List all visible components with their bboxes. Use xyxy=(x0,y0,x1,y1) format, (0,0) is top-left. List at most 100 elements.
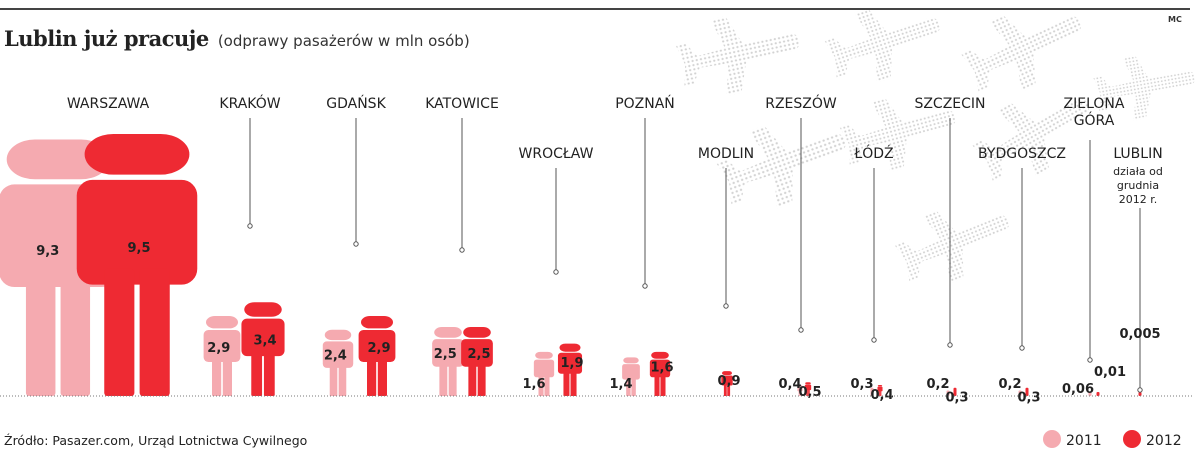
legend: 2011 2012 xyxy=(1040,428,1190,452)
figure-2012-poznan xyxy=(649,351,671,396)
city-label-lodz: ŁÓDŹ xyxy=(853,144,893,162)
legend-swatch-2011 xyxy=(1043,430,1061,448)
figure-2012-katowice xyxy=(461,327,493,396)
leader-dot-katowice xyxy=(459,247,465,253)
background-planes xyxy=(675,8,1196,284)
legend-label-2012: 2012 xyxy=(1146,433,1182,449)
top-rule xyxy=(0,8,1190,10)
figure-2012-lublin xyxy=(1138,392,1142,396)
value-label-2012-szczecin: 0,3 xyxy=(945,391,968,406)
lublin-note: grudnia xyxy=(1117,179,1159,192)
airplane-icon xyxy=(824,8,941,83)
city-label-krakow: KRAKÓW xyxy=(219,94,280,112)
leader-dot-lublin xyxy=(1137,387,1143,393)
value-label-2012-poznan: 1,6 xyxy=(650,361,673,376)
value-label-2011-rzeszow: 0,4 xyxy=(778,377,801,392)
airplane-icon xyxy=(1093,54,1196,121)
value-label-2011-poznan: 1,4 xyxy=(609,377,632,392)
value-label-2011-krakow: 2,9 xyxy=(207,341,230,356)
figure-2012-rzeszow xyxy=(804,382,812,396)
value-label-2011-bydgoszcz: 0,2 xyxy=(998,377,1021,392)
airplane-icon xyxy=(961,14,1082,92)
leader-dot-poznan xyxy=(642,283,648,289)
airplane-icon xyxy=(894,210,1010,284)
value-label-2011-zielona-gora: 0,06 xyxy=(1062,382,1094,397)
figure-2012-krakow xyxy=(241,302,285,396)
figure-2011-katowice xyxy=(432,327,464,396)
figure-2011-szczecin xyxy=(946,390,950,396)
city-label-szczecin: SZCZECIN xyxy=(914,96,985,112)
leader-dot-bydgoszcz xyxy=(1019,345,1025,351)
leader-dot-wroclaw xyxy=(553,269,559,275)
city-label-katowice: KATOWICE xyxy=(425,96,499,112)
value-label-2012-katowice: 2,5 xyxy=(467,347,490,362)
figure-2012-zielona-gora xyxy=(1096,392,1100,396)
chart-subtitle: (odprawy pasażerów w mln osób) xyxy=(217,32,470,50)
city-label-modlin: MODLIN xyxy=(698,146,754,162)
value-label-2012-gdansk: 2,9 xyxy=(367,341,390,356)
city-label-zielona-gora: GÓRA xyxy=(1074,111,1115,129)
figure-2011-lodz xyxy=(870,387,874,396)
figure-2012-warszawa xyxy=(76,134,198,396)
figure-2011-poznan xyxy=(622,357,640,396)
value-label-2011-lodz: 0,3 xyxy=(850,377,873,392)
airplane-icon xyxy=(839,97,957,173)
chart-title: Lublin już pracuje xyxy=(4,26,209,51)
figure-2011-gdansk xyxy=(322,329,354,396)
value-label-2012-lodz: 0,4 xyxy=(870,388,893,403)
value-label-2011-gdansk: 2,4 xyxy=(324,349,347,364)
figure-2011-krakow xyxy=(203,316,241,396)
value-label-2011-warszawa: 9,3 xyxy=(36,244,59,259)
value-label-2012-wroclaw: 1,9 xyxy=(560,356,583,371)
value-label-2012-rzeszow: 0,5 xyxy=(798,385,821,400)
value-label-2011-wroclaw: 1,6 xyxy=(522,377,545,392)
figures-layer xyxy=(0,134,1142,396)
author-credit: MC xyxy=(1168,15,1182,24)
figure-2011-zielona-gora xyxy=(1088,392,1092,396)
figure-2011-bydgoszcz xyxy=(1018,390,1022,396)
leader-lines xyxy=(247,118,1143,393)
city-label-lublin: LUBLIN xyxy=(1113,146,1162,162)
figure-2011-wroclaw xyxy=(533,351,555,396)
leader-dot-rzeszow xyxy=(798,327,804,333)
leader-dot-krakow xyxy=(247,223,253,229)
leader-dot-modlin xyxy=(723,303,729,309)
airplane-icon xyxy=(972,97,1090,181)
value-label-2012-warszawa: 9,5 xyxy=(127,241,150,256)
legend-swatch-2012 xyxy=(1123,430,1141,448)
city-label-warszawa: WARSZAWA xyxy=(67,96,150,112)
source-note: Źródło: Pasazer.com, Urząd Lotnictwa Cyw… xyxy=(4,433,308,448)
title-block: Lublin już pracuje (odprawy pasażerów w … xyxy=(4,26,470,51)
lublin-note: działa od xyxy=(1113,165,1163,178)
legend-label-2011: 2011 xyxy=(1066,433,1102,449)
figure-2012-szczecin xyxy=(953,387,957,396)
leader-dot-zielona-gora xyxy=(1087,357,1093,363)
value-label-2012-lublin: 0,005 xyxy=(1119,327,1160,342)
airplane-icon xyxy=(675,16,801,96)
figure-2012-gdansk xyxy=(358,316,396,396)
leader-dot-szczecin xyxy=(947,342,953,348)
value-label-2011-szczecin: 0,2 xyxy=(926,377,949,392)
value-label-2012-modlin: 0,9 xyxy=(717,374,740,389)
value-label-2011-katowice: 2,5 xyxy=(434,347,457,362)
leader-dot-gdansk xyxy=(353,241,359,247)
city-label-poznan: POZNAŃ xyxy=(615,94,675,112)
figure-2012-bydgoszcz xyxy=(1025,387,1029,396)
labels-layer: WARSZAWA 9,3 9,5 KRAKÓW 2,9 3,4 GDAŃSK 2,4 2,9 KA… xyxy=(36,94,1163,406)
value-label-2012-bydgoszcz: 0,3 xyxy=(1017,391,1040,406)
city-label-gdansk: GDAŃSK xyxy=(326,94,386,112)
figure-2012-wroclaw xyxy=(557,343,583,396)
figure-2012-modlin xyxy=(721,371,733,396)
figure-2011-rzeszow xyxy=(797,384,803,396)
lublin-note: 2012 r. xyxy=(1119,193,1158,206)
city-label-wroclaw: WROCŁAW xyxy=(519,146,594,162)
figure-2012-lodz xyxy=(877,384,883,396)
leader-dot-lodz xyxy=(871,337,877,343)
city-label-zielona-gora: ZIELONA xyxy=(1064,96,1125,112)
airplane-icon xyxy=(716,125,847,209)
value-label-2012-krakow: 3,4 xyxy=(253,333,276,348)
value-label-2012-zielona-gora: 0,01 xyxy=(1094,365,1126,380)
city-label-bydgoszcz: BYDGOSZCZ xyxy=(978,146,1066,162)
